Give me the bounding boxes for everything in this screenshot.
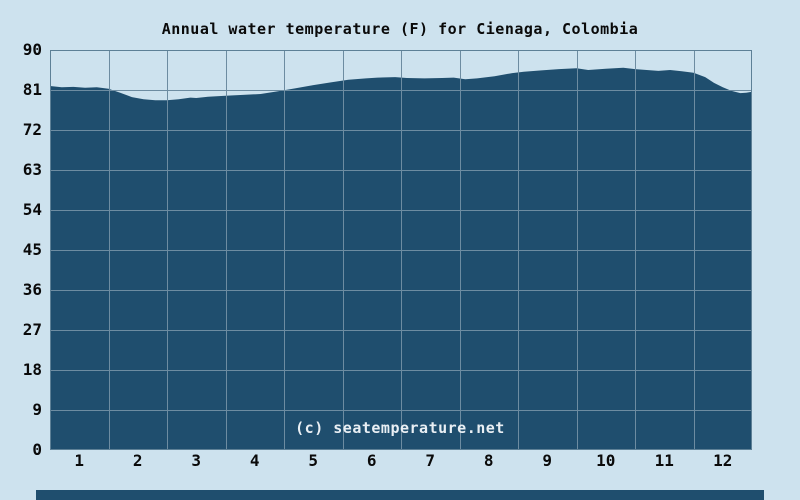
y-tick-label: 18 — [22, 360, 42, 379]
y-tick-label: 54 — [22, 200, 42, 219]
y-tick-label: 9 — [32, 400, 42, 419]
y-tick-label: 36 — [22, 280, 42, 299]
x-tick-label: 7 — [425, 451, 436, 470]
x-tick-label: 11 — [654, 451, 674, 470]
footer-bar — [36, 490, 764, 500]
y-tick-label: 0 — [32, 440, 42, 459]
x-tick-label: 10 — [596, 451, 616, 470]
x-tick-label: 9 — [542, 451, 553, 470]
plot-border — [50, 50, 752, 450]
x-tick-label: 5 — [308, 451, 319, 470]
y-tick-label: 90 — [22, 40, 42, 59]
x-tick-label: 3 — [191, 451, 202, 470]
x-tick-label: 12 — [713, 451, 733, 470]
y-tick-label: 81 — [22, 80, 42, 99]
x-tick-label: 6 — [366, 451, 377, 470]
x-tick-label: 2 — [132, 451, 143, 470]
x-tick-label: 4 — [249, 451, 260, 470]
x-tick-label: 8 — [483, 451, 494, 470]
chart-title: Annual water temperature (F) for Cienaga… — [161, 20, 639, 38]
x-tick-label: 1 — [74, 451, 85, 470]
y-tick-label: 72 — [22, 120, 42, 139]
y-tick-label: 45 — [22, 240, 42, 259]
plot-area — [50, 50, 752, 450]
watermark-text: (c) seatemperature.net — [295, 419, 505, 437]
y-tick-label: 27 — [22, 320, 42, 339]
y-tick-label: 63 — [22, 160, 42, 179]
